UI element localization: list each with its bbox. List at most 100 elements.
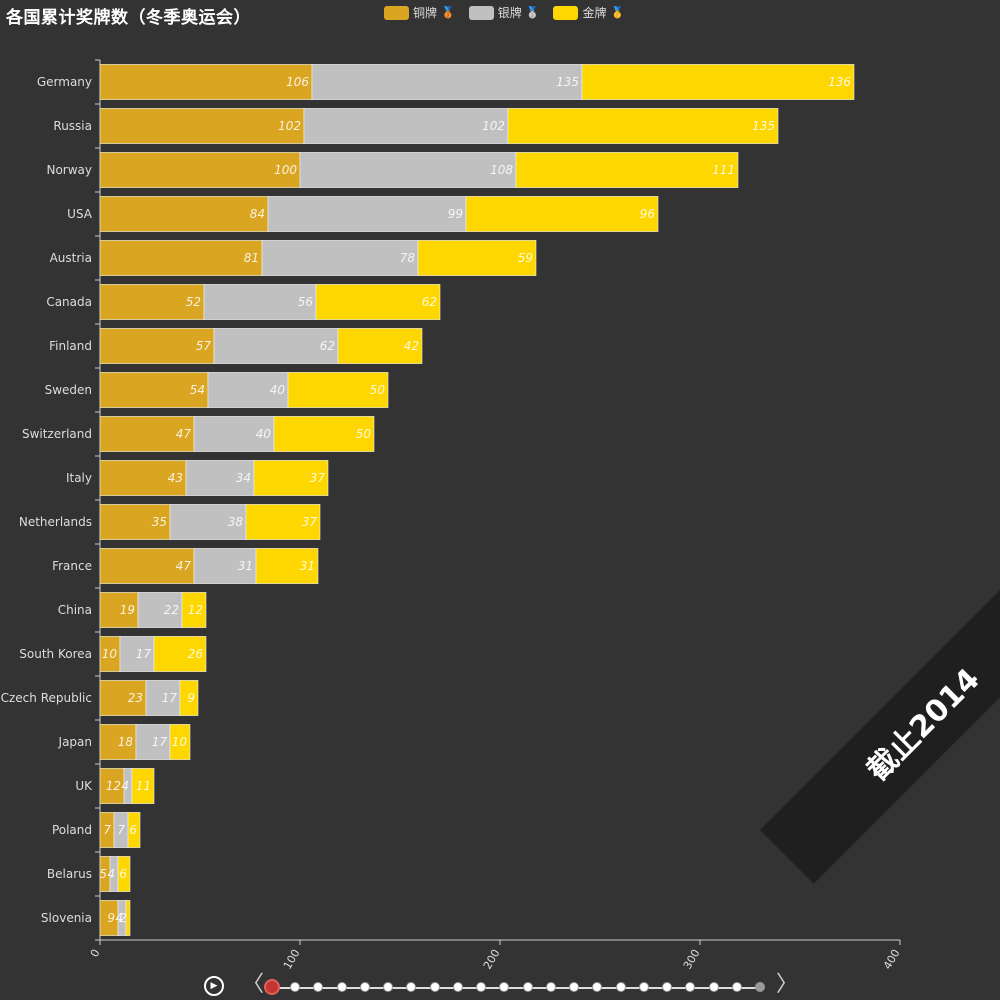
bar-segment [303,108,509,144]
bar-segment [169,504,247,540]
bar-value-label: 12 [188,603,203,617]
play-icon[interactable]: ▶ [204,976,224,996]
bar-segment [99,416,195,452]
timeline-dot[interactable] [313,982,324,992]
bar-segment [99,328,215,364]
bar-value-label: 35 [152,515,167,529]
bar-value-label: 7 [117,823,125,837]
bar-segment [179,680,199,716]
bar-value-label: 17 [136,647,152,661]
y-tick-label: Belarus [47,867,92,881]
bar-value-label: 10 [172,735,188,749]
bar-value-label: 102 [278,119,301,133]
bar-value-label: 96 [640,207,656,221]
bar-value-label: 38 [228,515,244,529]
bar-value-label: 62 [320,339,335,353]
timeline-dot[interactable] [359,982,370,992]
timeline-dot[interactable] [383,982,394,992]
gold-medal-icon: 🥇 [610,6,625,19]
bar-value-label: 4 [121,779,129,793]
y-tick-label: Austria [50,251,92,265]
timeline-dot[interactable] [499,982,510,992]
timeline-dot[interactable] [429,982,440,992]
bar-value-label: 19 [120,603,135,617]
bar-segment [315,284,441,320]
y-tick-label: China [58,603,92,617]
bar-segment [135,724,171,760]
bar-segment [311,64,583,100]
y-tick-label: Finland [49,339,92,353]
bar-segment [117,856,131,892]
bar-segment [99,768,125,804]
bar-segment [127,812,141,848]
timeline-track [272,987,762,989]
bar-value-label: 99 [448,207,463,221]
bar-segment [273,416,375,452]
y-tick-label: Czech Republic [1,691,92,705]
bar-segment [99,284,205,320]
timeline-dot[interactable] [708,982,719,992]
bar-segment [99,724,137,760]
timeline-dot[interactable] [290,982,301,992]
timeline-dot[interactable] [592,982,603,992]
bar-segment [99,108,305,144]
bar-value-label: 111 [712,163,735,177]
bar-value-label: 78 [400,251,416,265]
legend-item-silver[interactable]: 银牌 🥈 [468,4,539,21]
timeline-dot[interactable] [731,982,742,992]
bar-segment [581,64,855,100]
y-tick-label: Sweden [45,383,92,397]
timeline-dot[interactable] [522,982,533,992]
timeline-dot[interactable] [685,982,696,992]
timeline-dot[interactable] [615,982,626,992]
y-tick-label: UK [75,779,93,793]
bar-value-label: 47 [176,559,192,573]
y-tick-label: Slovenia [41,911,92,925]
bar-value-label: 22 [164,603,179,617]
bar-value-label: 84 [250,207,265,221]
bar-value-label: 43 [168,471,183,485]
y-tick-label: Switzerland [22,427,92,441]
timeline-dot[interactable] [264,979,280,995]
legend: 铜牌 🥉 银牌 🥈 金牌 🥇 [384,4,624,21]
bar-segment [153,636,207,672]
timeline-dot[interactable] [406,982,417,992]
bar-segment [299,152,517,188]
timeline-dot[interactable] [545,982,556,992]
bar-value-label: 81 [244,251,259,265]
y-tick-label: Norway [46,163,92,177]
bar-value-label: 4 [107,867,115,881]
bar-value-label: 17 [152,735,168,749]
timeline-dot[interactable] [569,982,580,992]
bar-value-label: 54 [190,383,205,397]
bar-value-label: 42 [404,339,419,353]
chevron-left-icon[interactable]: 〈 [242,972,265,997]
bar-segment [287,372,389,408]
bar-segment [193,548,257,584]
x-tick-label: 400 [881,947,903,970]
legend-label-gold: 金牌 [582,6,607,20]
legend-item-bronze[interactable]: 铜牌 🥉 [384,4,455,21]
bar-value-label: 2 [119,911,127,925]
bar-segment [417,240,537,276]
bar-value-label: 135 [752,119,775,133]
x-tick-label: 0 [88,947,103,960]
bar-segment [131,768,155,804]
bar-value-label: 57 [196,339,212,353]
timeline-dot[interactable] [638,982,649,992]
bar-value-label: 37 [310,471,326,485]
chevron-right-icon[interactable]: 〉 [776,972,799,997]
bar-value-label: 100 [274,163,297,177]
timeline-dot[interactable] [452,982,463,992]
timeline-dot[interactable] [755,982,765,992]
timeline-dot[interactable] [476,982,487,992]
legend-item-gold[interactable]: 金牌 🥇 [553,4,624,21]
timeline-dot[interactable] [662,982,673,992]
bar-value-label: 108 [490,163,513,177]
bar-segment [99,460,187,496]
bar-value-label: 52 [186,295,201,309]
y-tick-label: France [52,559,92,573]
timeline-dot[interactable] [336,982,347,992]
